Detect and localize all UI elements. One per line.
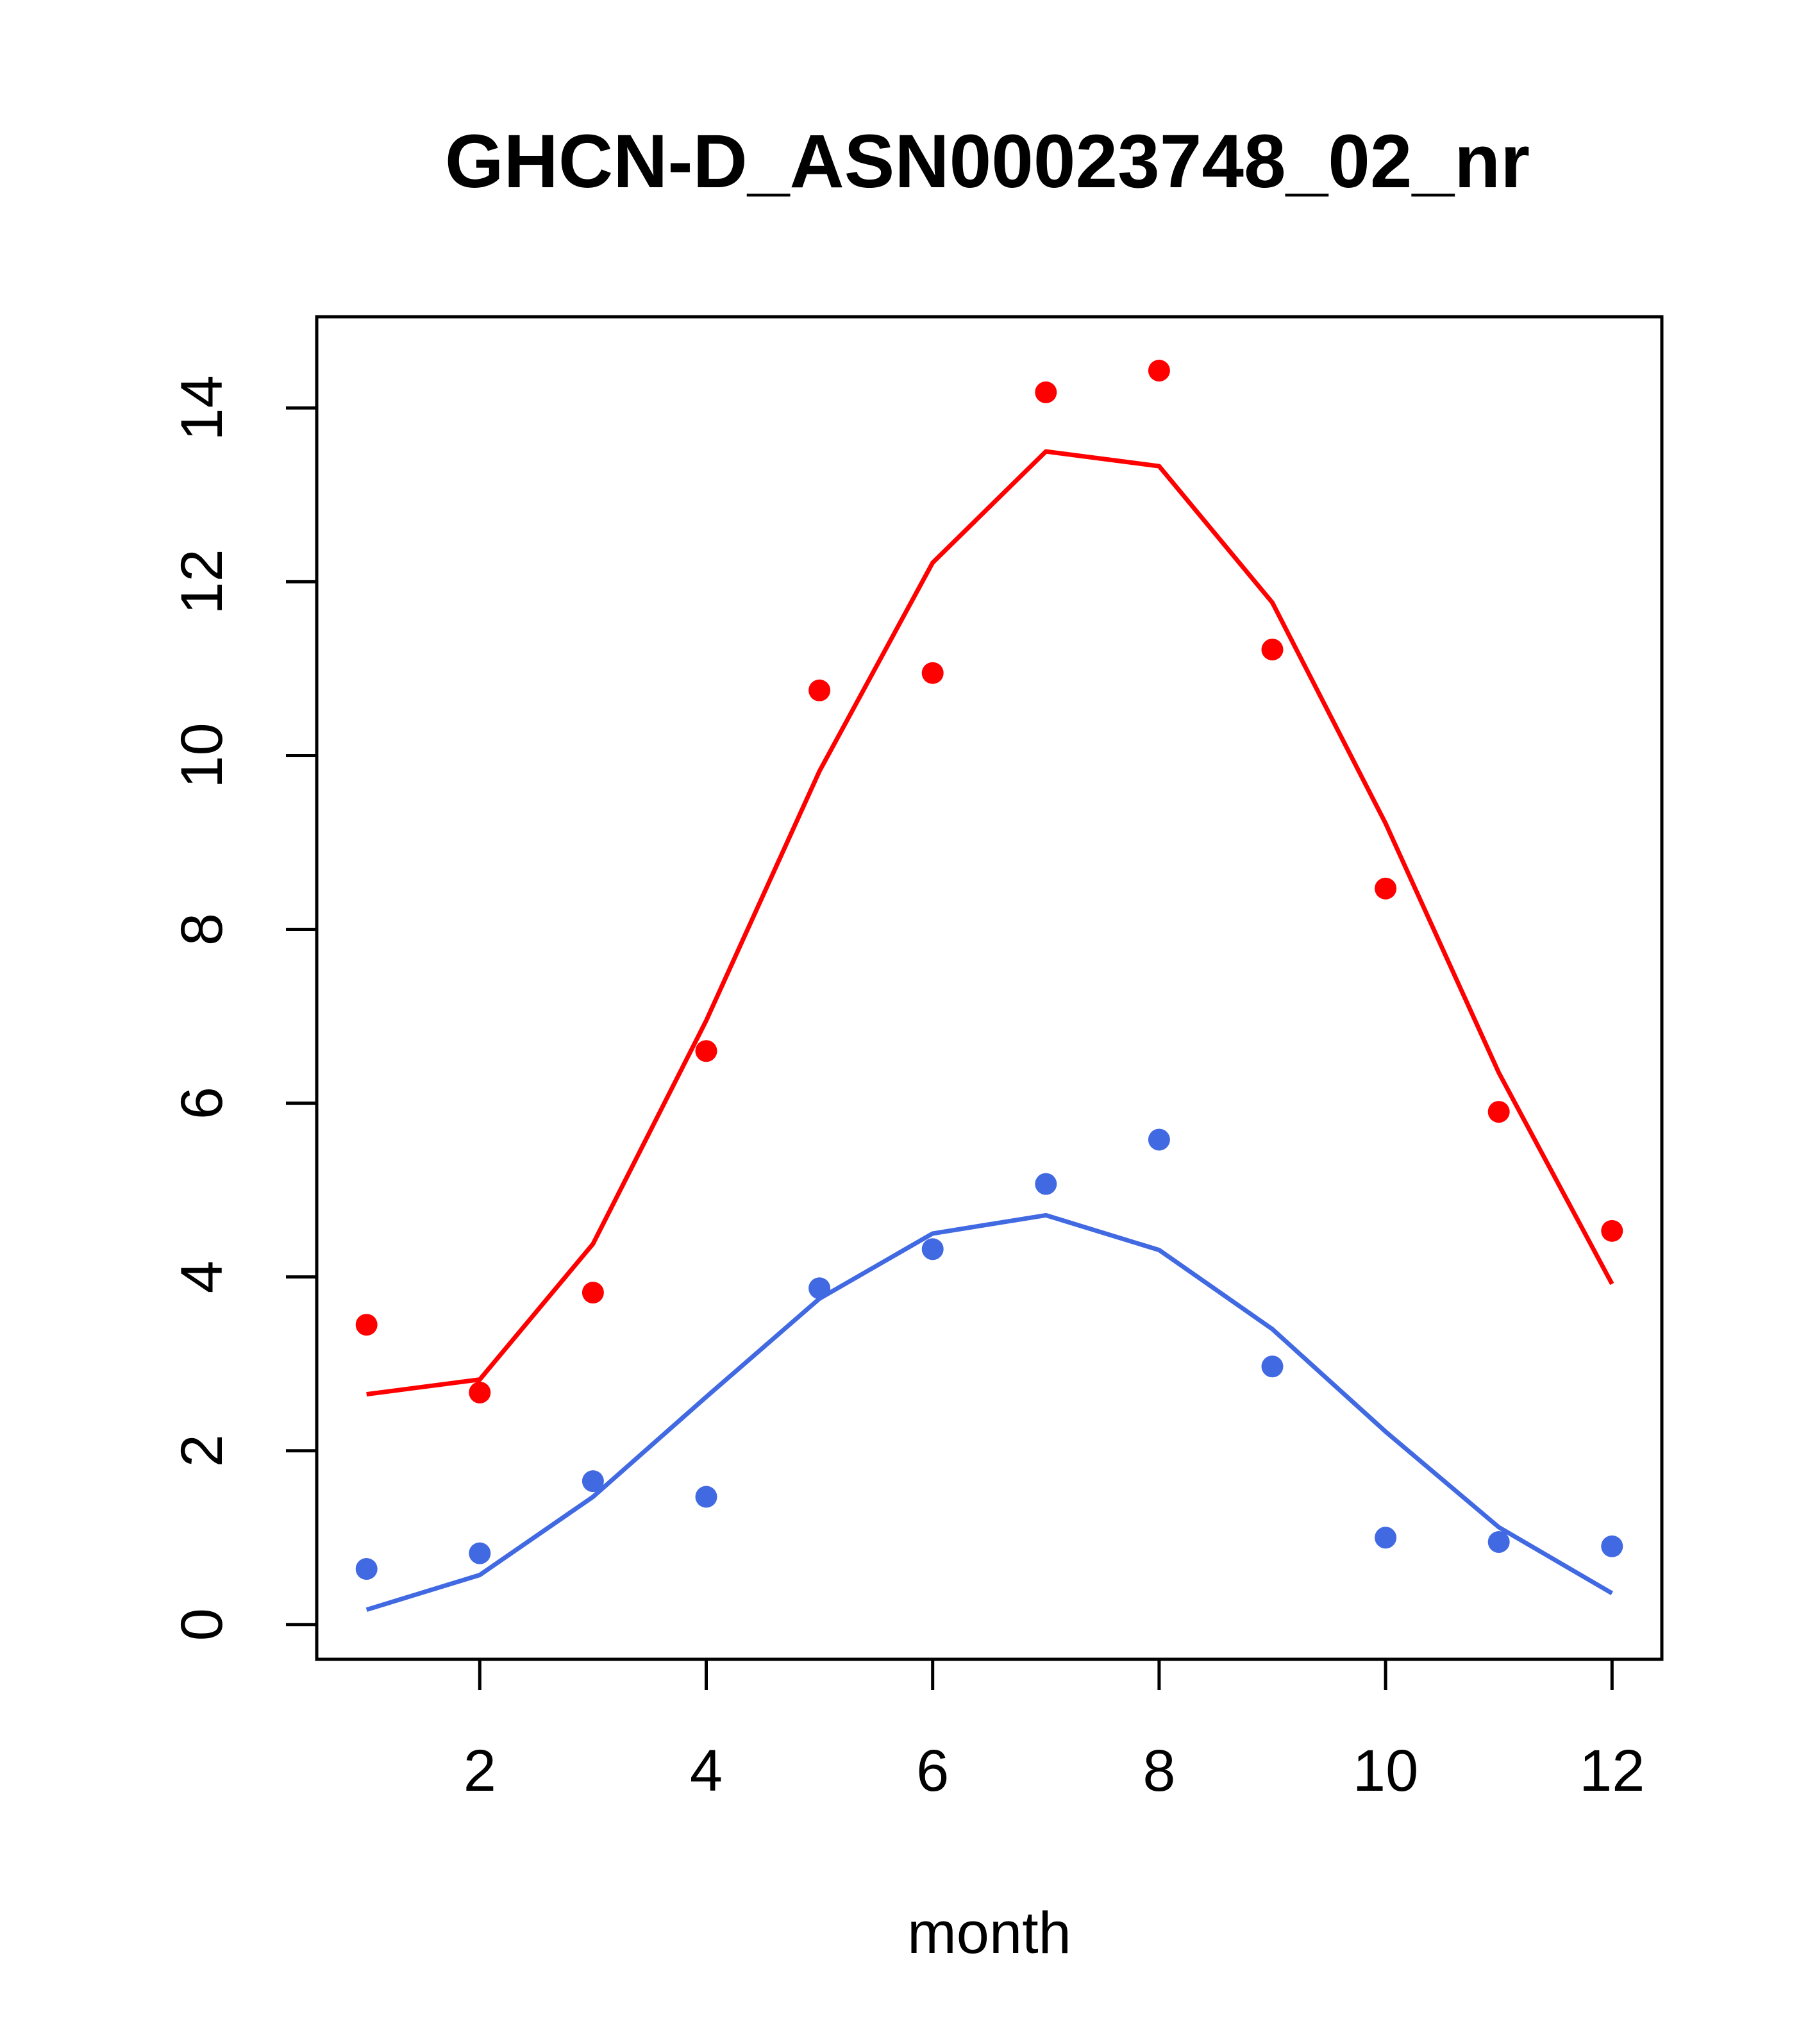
y-tick-label: 14 <box>169 375 235 440</box>
series-1-point <box>582 1282 604 1304</box>
y-tick-label: 4 <box>169 1261 235 1293</box>
y-tick-label: 8 <box>169 913 235 946</box>
x-tick-label: 2 <box>464 1738 496 1804</box>
series-1-point <box>1261 639 1284 661</box>
series-2-point <box>1601 1535 1623 1557</box>
series-1-point <box>1035 381 1057 403</box>
x-axis-label: month <box>907 1900 1071 1966</box>
series-2-point <box>1261 1355 1284 1378</box>
series-1-point <box>1148 360 1170 382</box>
x-tick-label: 10 <box>1353 1738 1418 1804</box>
chart-title: GHCN-D_ASN00023748_02_nr <box>445 119 1530 204</box>
y-tick-label: 12 <box>169 549 235 614</box>
x-tick-label: 12 <box>1579 1738 1645 1804</box>
series-1-point <box>1375 877 1397 900</box>
x-tick-label: 8 <box>1143 1738 1175 1804</box>
x-axis: 2 4 6 8 10 12 <box>464 1657 1645 1804</box>
x-tick-label: 4 <box>690 1738 723 1804</box>
series-1-point <box>469 1381 491 1403</box>
series-1-point <box>808 679 831 701</box>
series-2-point <box>582 1470 604 1493</box>
series-2-point <box>469 1542 491 1564</box>
y-tick-label: 0 <box>169 1608 235 1641</box>
series-1-line <box>366 449 1614 1397</box>
series-1-point <box>355 1314 378 1336</box>
series-2-point <box>921 1238 944 1261</box>
series-1-point <box>1487 1101 1510 1123</box>
series-2-point <box>1148 1128 1170 1151</box>
series-2-point <box>1375 1527 1397 1549</box>
y-tick-label: 6 <box>169 1087 235 1119</box>
series-2-point <box>355 1558 378 1580</box>
series-layer <box>355 360 1623 1613</box>
series-1-point <box>695 1040 717 1062</box>
series-1-point <box>1601 1219 1623 1242</box>
y-axis: 0 2 4 6 8 10 12 14 <box>169 375 319 1641</box>
x-tick-label: 6 <box>916 1738 949 1804</box>
y-tick-label: 10 <box>169 723 235 788</box>
series-2-point <box>808 1277 831 1300</box>
series-1-point <box>921 662 944 684</box>
series-2-line <box>365 1212 1614 1613</box>
y-tick-label: 2 <box>169 1434 235 1467</box>
series-2-point <box>1487 1531 1510 1554</box>
series-2-point <box>695 1486 717 1508</box>
series-2-point <box>1035 1173 1057 1195</box>
